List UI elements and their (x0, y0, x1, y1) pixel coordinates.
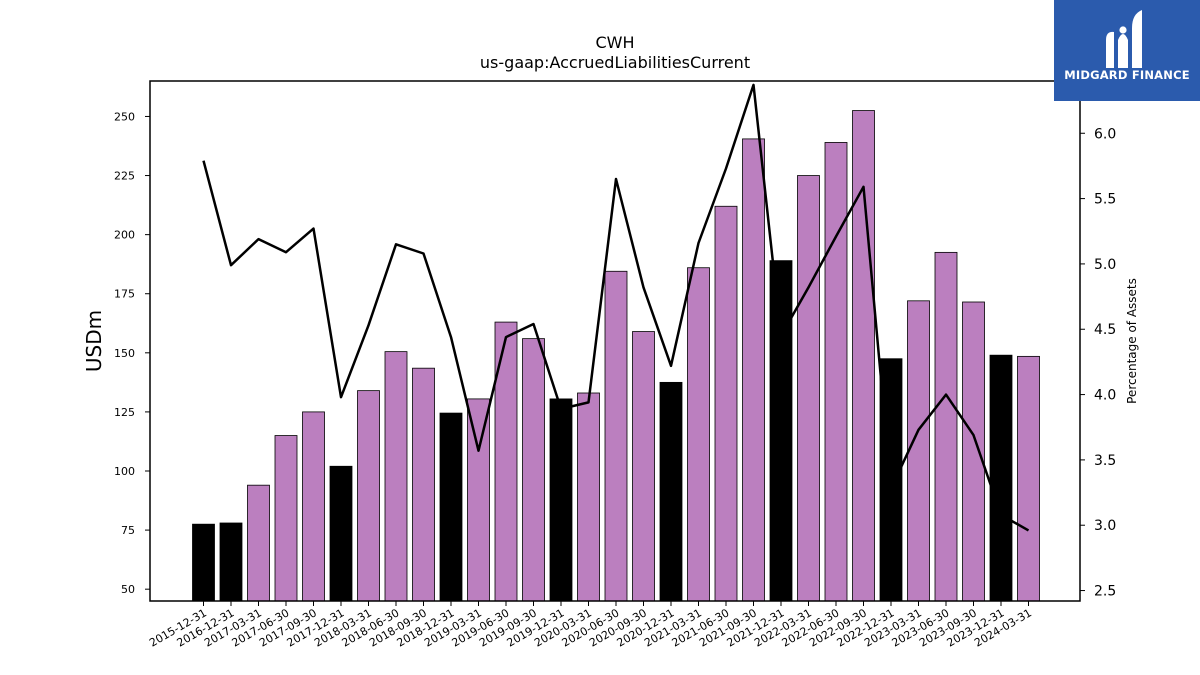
line-group (202, 83, 1030, 532)
y2-tick-label: 2.5 (1094, 584, 1116, 600)
bar (219, 522, 243, 602)
bar (577, 392, 600, 602)
y-tick-label: 75 (121, 524, 135, 537)
bar (659, 381, 683, 602)
y2-tick-label: 4.5 (1094, 322, 1116, 338)
y2-tick-label: 3.0 (1094, 518, 1116, 534)
bar (989, 354, 1013, 602)
y-tick-label: 175 (114, 288, 135, 301)
y-tick-label: 225 (114, 170, 135, 183)
left-axis: 50 75 100 125 150 175 200 225 250 (114, 110, 150, 596)
bar (604, 270, 628, 602)
bar (962, 301, 985, 602)
y2-tick-label: 5.5 (1094, 192, 1116, 208)
bar (714, 205, 738, 602)
chart-title: CWH (595, 33, 634, 52)
bar (797, 175, 820, 602)
bar (632, 331, 655, 602)
bar (769, 260, 793, 602)
bar (302, 411, 325, 602)
midgard-finance-logo: MIDGARD FINANCE (1054, 0, 1200, 101)
y-tick-label: 200 (114, 229, 135, 242)
x-axis: 2015-12-312016-12-312017-03-312017-06-30… (147, 601, 1034, 650)
bar (192, 523, 215, 602)
y-tick-label: 150 (114, 347, 135, 360)
bar (384, 351, 408, 602)
y-tick-label: 125 (114, 406, 135, 419)
bar (687, 267, 710, 602)
right-axis: 2.5 3.0 3.5 4.0 4.5 5.0 5.5 6.0 (1080, 126, 1116, 600)
percentage-line (202, 83, 1030, 532)
bar (467, 398, 490, 602)
bar (439, 412, 463, 602)
y2-axis-label: Percentage of Assets (1125, 278, 1139, 404)
bar (1017, 355, 1040, 602)
bar (907, 300, 930, 602)
bar (247, 484, 270, 602)
bar (522, 338, 545, 602)
bar (357, 390, 380, 602)
y2-tick-label: 3.5 (1094, 453, 1116, 469)
bar (412, 367, 435, 602)
bar (329, 465, 353, 602)
y2-tick-label: 5.0 (1094, 257, 1116, 273)
y2-tick-label: 4.0 (1094, 388, 1116, 404)
midgard-logo-icon (1106, 10, 1142, 68)
logo-name: MIDGARD FINANCE (1064, 68, 1190, 82)
bars-group (192, 110, 1040, 602)
y-tick-label: 100 (114, 465, 135, 478)
y-tick-label: 250 (114, 110, 135, 123)
chart-subtitle: us-gaap:AccruedLiabilitiesCurrent (480, 53, 750, 72)
bar (549, 398, 573, 602)
y-axis-label: USDm (82, 310, 106, 372)
y-tick-label: 50 (121, 583, 135, 596)
plot-frame (149, 80, 1081, 602)
bar (274, 435, 298, 602)
bar (934, 251, 958, 602)
bar (852, 110, 875, 602)
y2-tick-label: 6.0 (1094, 126, 1116, 142)
bar (742, 138, 765, 602)
bar (824, 142, 848, 602)
